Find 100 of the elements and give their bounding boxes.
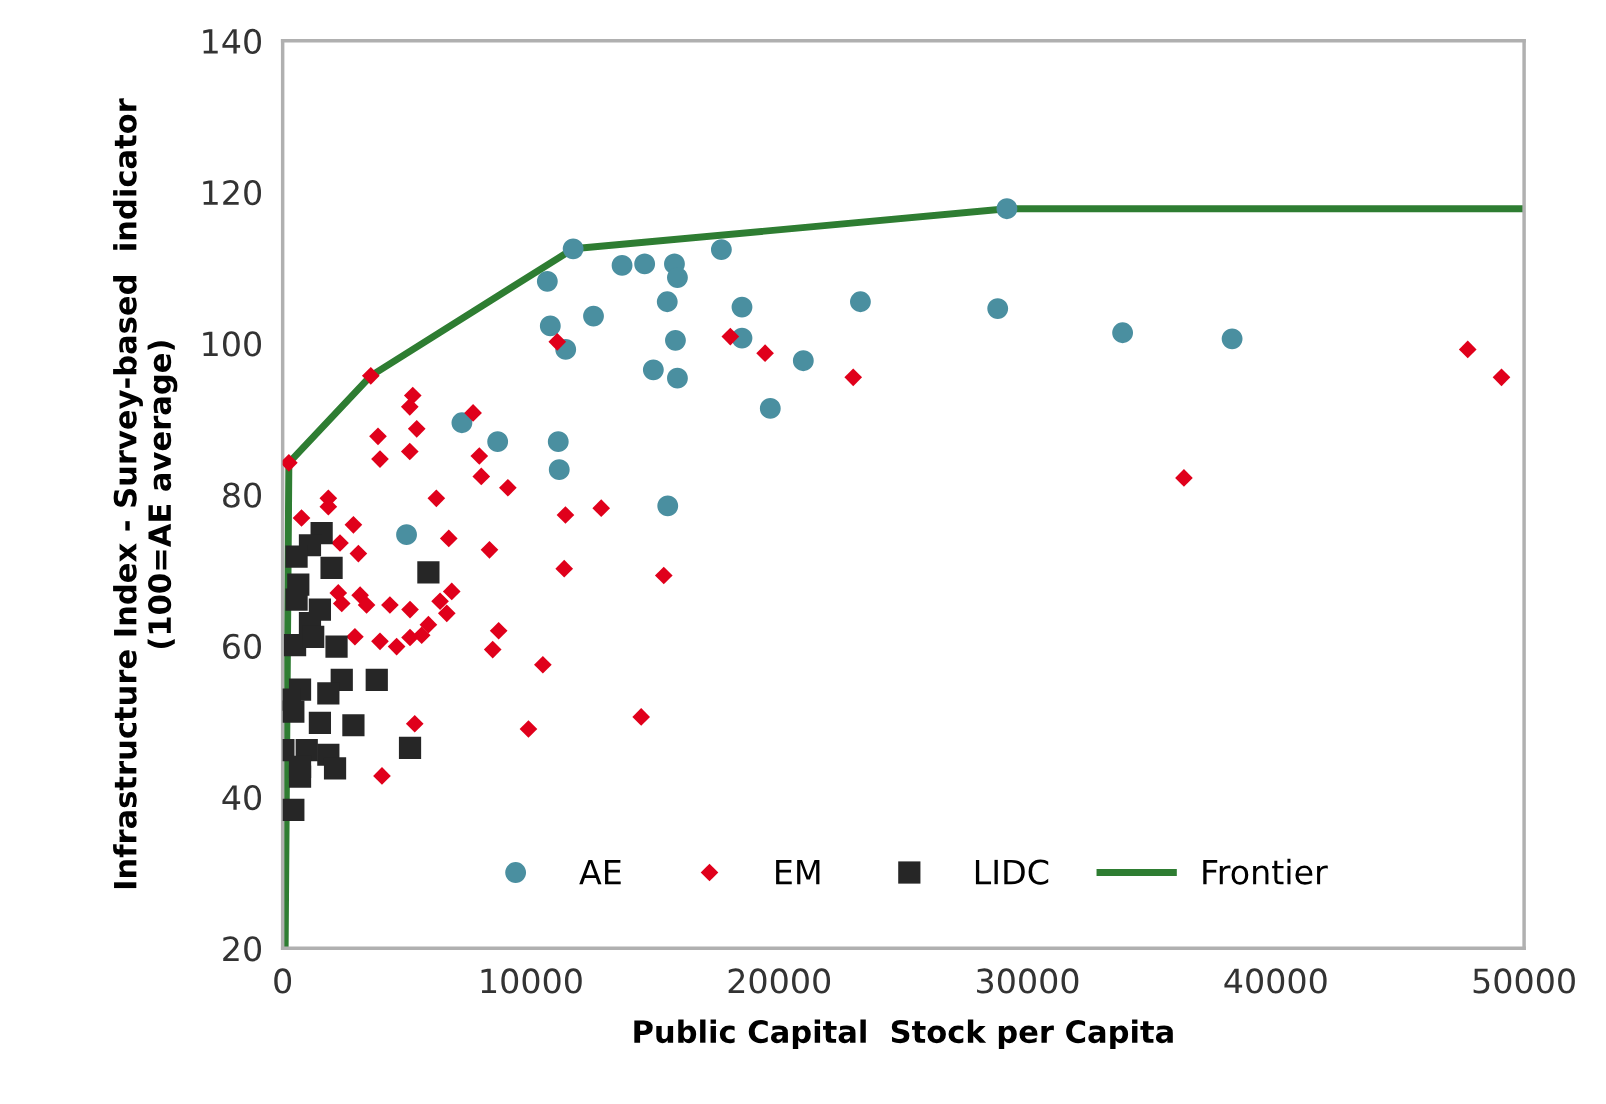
point (555, 559, 574, 578)
point (665, 329, 686, 351)
point (1112, 322, 1134, 344)
point (371, 632, 389, 651)
point (400, 442, 419, 461)
point (331, 534, 349, 552)
point (667, 267, 688, 288)
point (472, 467, 491, 486)
point (373, 767, 391, 785)
legend-label: AE (579, 859, 621, 885)
point (308, 711, 332, 735)
point (562, 238, 584, 260)
point (850, 291, 871, 313)
point (1221, 328, 1243, 350)
point (357, 596, 376, 614)
point (547, 431, 569, 453)
x-tick-label: 40000 (1224, 968, 1327, 994)
point (548, 332, 567, 351)
point (642, 359, 664, 381)
point (654, 566, 673, 585)
x-tick-label: 10000 (481, 968, 582, 994)
point (483, 640, 502, 659)
point (710, 239, 732, 260)
point (323, 757, 347, 780)
point (405, 714, 424, 733)
point (451, 412, 473, 434)
point (634, 253, 656, 275)
point (536, 270, 558, 292)
point (285, 588, 308, 611)
point (987, 298, 1009, 319)
point (657, 495, 679, 517)
point (592, 499, 611, 518)
point (519, 720, 538, 738)
point (539, 315, 561, 337)
point (792, 350, 814, 372)
point (369, 427, 387, 446)
point (480, 540, 499, 559)
y-tick-label: 100 (203, 331, 261, 357)
legend-label: Frontier (1203, 858, 1328, 885)
point (387, 637, 406, 656)
point (996, 198, 1018, 220)
point (361, 367, 380, 385)
point (489, 621, 508, 640)
y-tick-label: 80 (223, 482, 261, 508)
point (288, 755, 312, 778)
legend-label: EM (776, 859, 820, 885)
y-tick-label: 60 (223, 633, 261, 659)
point (611, 255, 633, 276)
point (656, 291, 678, 313)
point (1175, 469, 1193, 487)
y-tick-label: 140 (203, 28, 261, 54)
point (320, 556, 343, 580)
point (464, 404, 482, 422)
point (756, 344, 774, 363)
point (282, 798, 305, 822)
point (325, 635, 348, 658)
point (556, 506, 575, 524)
point (548, 459, 570, 481)
point (346, 627, 364, 646)
point (583, 305, 604, 327)
point (396, 524, 417, 546)
point (721, 327, 740, 346)
legend-label: LIDC (975, 859, 1049, 885)
point (427, 489, 446, 508)
point (342, 714, 365, 737)
point (407, 419, 426, 438)
point (400, 398, 419, 416)
point (349, 544, 368, 563)
point (844, 368, 863, 387)
point (282, 700, 305, 723)
point (499, 478, 517, 497)
point (332, 594, 351, 613)
x-tick-label: 0 (274, 968, 292, 994)
point (1492, 368, 1511, 387)
point (1458, 340, 1477, 359)
point (632, 708, 651, 726)
point (371, 450, 389, 468)
y-tick-label: 40 (222, 785, 261, 811)
point (667, 367, 688, 389)
point (365, 668, 388, 691)
point (431, 592, 449, 611)
point (439, 529, 458, 548)
point (487, 431, 509, 453)
point (437, 604, 456, 623)
y-tick-label: 20 (223, 936, 261, 962)
point (470, 447, 489, 465)
x-tick-label: 50000 (1473, 968, 1575, 994)
point (285, 545, 308, 568)
point (317, 682, 340, 705)
point (381, 596, 399, 614)
y-tick-label: 120 (203, 180, 261, 206)
point (398, 736, 422, 760)
x-tick-label: 20000 (728, 968, 831, 994)
point (534, 655, 552, 674)
point (401, 600, 419, 619)
y-axis-title: Infrastructure Index - Survey-based indicator (100=AE average) (113, 98, 178, 889)
point (759, 397, 781, 419)
point (417, 561, 440, 584)
x-tick-label: 30000 (977, 968, 1079, 994)
point (292, 509, 311, 527)
